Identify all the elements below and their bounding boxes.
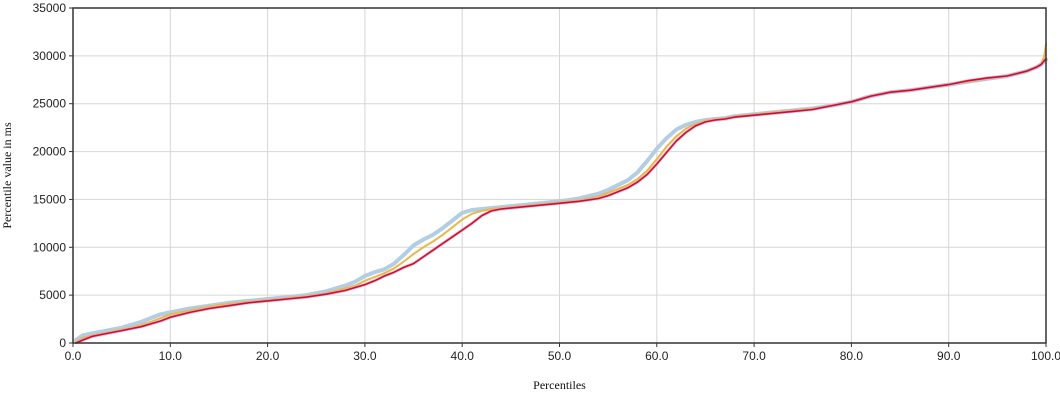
y-tick-label: 35000 xyxy=(33,1,67,15)
x-tick-label: 40.0 xyxy=(451,349,475,363)
x-tick-label: 10.0 xyxy=(159,349,183,363)
x-tick-label: 50.0 xyxy=(548,349,572,363)
series-layer xyxy=(73,43,1048,345)
y-tick-label: 10000 xyxy=(33,240,67,254)
series-line xyxy=(75,57,1047,344)
x-tick-label: 80.0 xyxy=(840,349,864,363)
x-tick-label: 30.0 xyxy=(353,349,377,363)
x-tick-label: 60.0 xyxy=(645,349,669,363)
y-axis-title: Percentile value in ms xyxy=(0,122,14,229)
x-tick-label: 90.0 xyxy=(937,349,961,363)
x-tick-label: 100.0 xyxy=(1031,349,1060,363)
y-tick-label: 5000 xyxy=(39,288,66,302)
grid xyxy=(72,7,1047,344)
series-line xyxy=(74,43,1047,343)
y-tick-label: 20000 xyxy=(33,145,67,159)
x-axis-title: Percentiles xyxy=(533,378,586,392)
y-tick-label: 15000 xyxy=(33,192,67,206)
x-tick-label: 70.0 xyxy=(742,349,766,363)
y-axis-ticks: 0 5000 10000 15000 20000 25000 30000 35000 xyxy=(33,1,73,350)
x-axis-ticks: 0.0 10.0 20.0 30.0 40.0 50.0 60.0 70.0 80.0 90.0 1… xyxy=(65,343,1060,363)
y-tick-label: 25000 xyxy=(33,97,67,111)
x-tick-label: 20.0 xyxy=(256,349,280,363)
y-tick-label: 0 xyxy=(59,336,66,350)
y-tick-label: 30000 xyxy=(33,49,67,63)
x-tick-label: 0.0 xyxy=(65,349,82,363)
